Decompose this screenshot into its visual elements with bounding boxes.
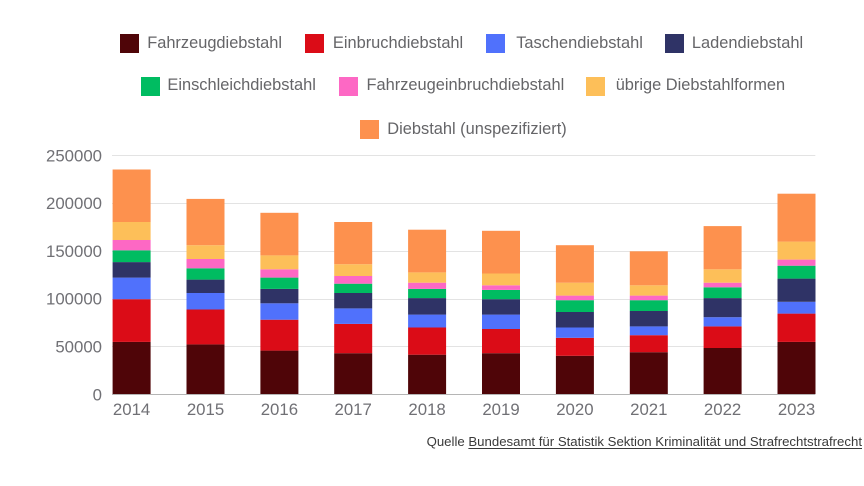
svg-text:2018: 2018	[408, 400, 445, 419]
svg-text:2021: 2021	[630, 400, 667, 419]
svg-text:2019: 2019	[482, 400, 519, 419]
svg-text:2023: 2023	[778, 400, 815, 419]
svg-text:100000: 100000	[46, 290, 102, 309]
svg-text:2020: 2020	[556, 400, 593, 419]
svg-text:2015: 2015	[187, 400, 224, 419]
svg-text:50000: 50000	[55, 337, 102, 356]
svg-text:2016: 2016	[261, 400, 298, 419]
svg-text:150000: 150000	[46, 242, 102, 261]
svg-text:2022: 2022	[704, 400, 741, 419]
svg-text:250000: 250000	[46, 146, 102, 165]
svg-text:200000: 200000	[46, 194, 102, 213]
svg-text:2014: 2014	[113, 400, 150, 419]
svg-text:2017: 2017	[335, 400, 372, 419]
svg-text:0: 0	[93, 385, 102, 404]
